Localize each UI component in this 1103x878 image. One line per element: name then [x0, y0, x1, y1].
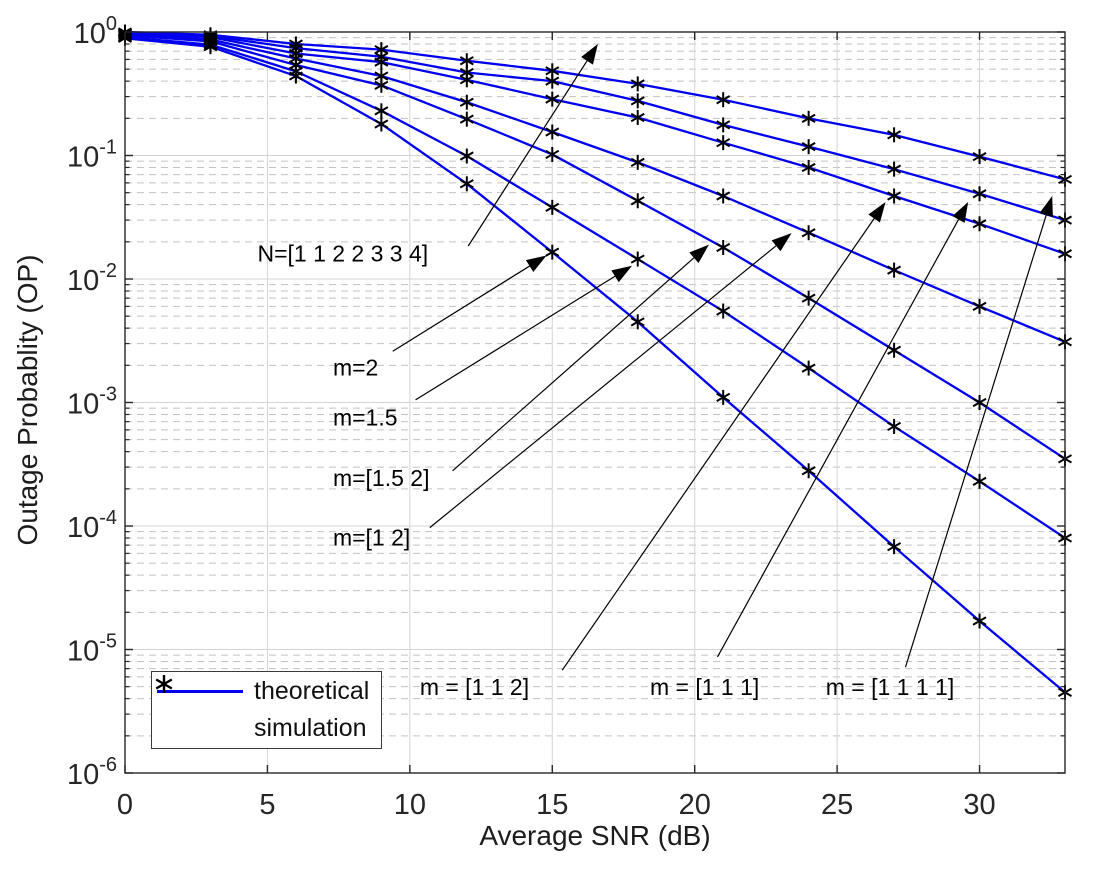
annotation-arrow-1 [392, 265, 530, 352]
series-line-3 [124, 33, 1066, 343]
y-tick-label-1e-3: 10-3 [67, 384, 117, 421]
legend-label-theoretical: theoretical [254, 677, 370, 706]
annotation-arrow-5 [561, 218, 875, 671]
y-tick-label-1e-6: 10-6 [67, 754, 117, 791]
legend-label-simulation: simulation [254, 713, 367, 742]
annotation-arrow-6 [716, 219, 960, 658]
annotation-arrowhead-5 [868, 202, 886, 223]
y-tick-label-1e-1: 10-1 [67, 137, 117, 174]
annotation-arrowhead-2 [611, 265, 633, 283]
x-tick-label-10: 10 [394, 789, 426, 821]
annotation-arrow-0 [467, 60, 588, 247]
x-tick-label-5: 5 [259, 789, 275, 821]
annotation-arrowhead-3 [689, 244, 709, 264]
series-line-6 [124, 37, 1066, 694]
x-tick-label-20: 20 [679, 789, 711, 821]
x-tick-label-0: 0 [117, 789, 133, 821]
series-line-4 [124, 34, 1066, 460]
annotation-arrowhead-6 [952, 202, 969, 223]
x-tick-label-30: 30 [963, 789, 995, 821]
annotation-text-3: m=[1.5 2] [333, 465, 430, 491]
axis-ticks [124, 31, 1065, 774]
legend-line-sample [152, 690, 248, 694]
y-tick-label-1e-5: 10-5 [67, 631, 117, 668]
series-line-5 [124, 35, 1066, 539]
series-markers-3 [118, 26, 1072, 350]
y-tick-label-1e-4: 10-4 [67, 507, 117, 544]
annotation-arrow-2 [415, 275, 616, 401]
x-tick-label-25: 25 [821, 789, 853, 821]
annotation-text-6: m = [1 1 1] [650, 674, 759, 700]
annotation-text-2: m=1.5 [333, 404, 398, 430]
annotation-text-1: m=2 [333, 355, 378, 381]
asterisk-icon [155, 675, 173, 693]
y-axis-label: Outage Probablity (OP) [12, 254, 43, 546]
annotation-arrow-4 [429, 245, 777, 529]
series-line-0 [124, 30, 1066, 181]
chart-legend: theoretical simulation [151, 671, 382, 749]
annotation-arrowhead-1 [525, 255, 547, 273]
annotation-arrowhead-7 [1039, 195, 1053, 218]
annotation-text-7: m = [1 1 1 1] [826, 674, 955, 700]
annotation-arrow-3 [452, 257, 695, 472]
annotation-text-5: m = [1 1 2] [420, 674, 529, 700]
annotations: N=[1 1 2 2 3 3 4] m=2 m=1.5 m=[1.5 2] m=[1 2… [257, 43, 1053, 700]
series-line-2 [124, 31, 1066, 255]
annotation-arrow-7 [904, 214, 1047, 668]
series-markers [118, 24, 1072, 700]
tick-labels: 0 5 10 15 20 25 30 100 10-1 10-2 10-3 10-4 10-5 10-6 [67, 13, 996, 821]
annotation-text-0: N=[1 1 2 2 3 3 4] [257, 241, 428, 267]
x-axis-label: Average SNR (dB) [479, 820, 711, 851]
series-lines [124, 30, 1066, 694]
y-tick-label-1e-2: 10-2 [67, 260, 117, 297]
annotation-text-4: m=[1 2] [333, 525, 410, 551]
x-tick-label-15: 15 [536, 789, 568, 821]
legend-entry-theoretical: theoretical [152, 675, 381, 709]
series-line-1 [124, 31, 1066, 222]
annotation-arrowhead-0 [581, 43, 598, 65]
y-tick-label-1e0: 100 [74, 13, 117, 50]
legend-entry-simulation: simulation [152, 675, 381, 745]
annotation-arrowhead-4 [771, 233, 792, 252]
axes-frame [124, 31, 1066, 774]
